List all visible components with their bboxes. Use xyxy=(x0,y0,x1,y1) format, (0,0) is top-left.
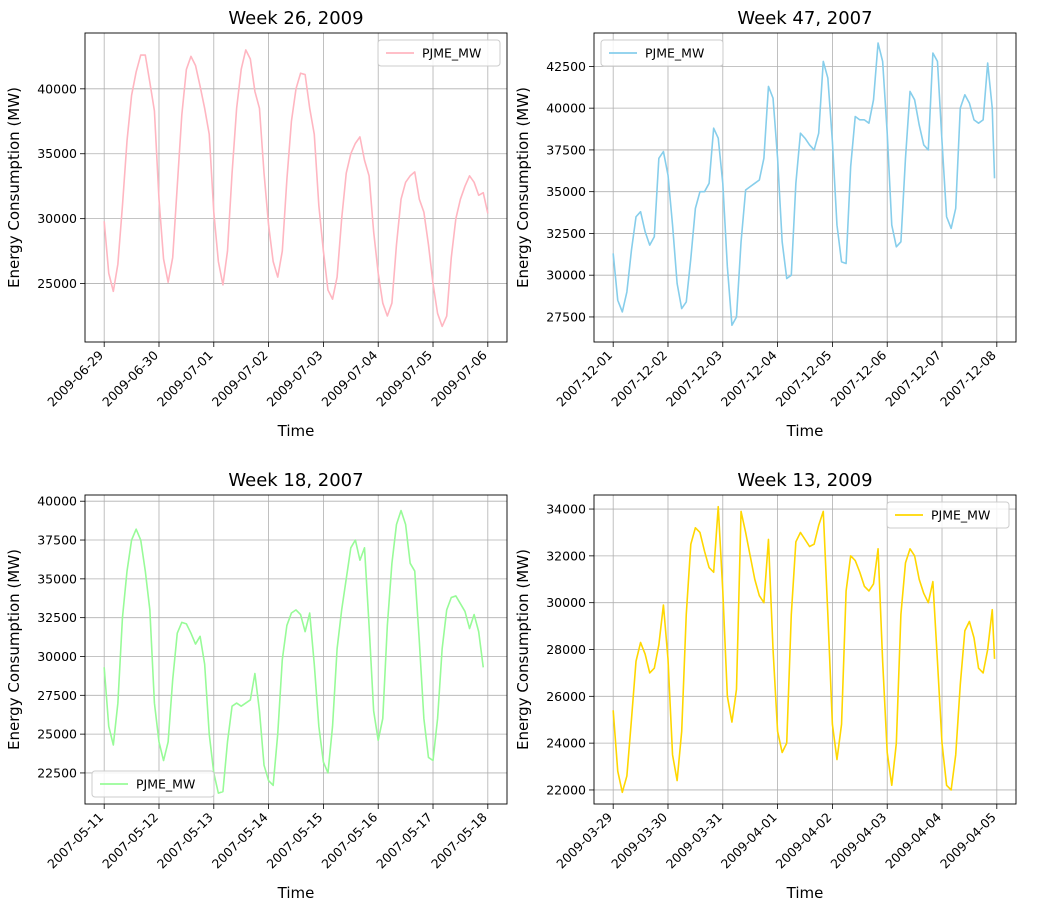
x-tick-label: 2007-05-17 xyxy=(373,810,435,872)
legend-label: PJME_MW xyxy=(931,508,990,523)
y-tick-label: 35000 xyxy=(37,571,77,586)
legend: PJME_MW xyxy=(91,770,215,798)
x-tick-label: 2007-05-13 xyxy=(154,810,216,872)
x-tick-label: 2009-03-31 xyxy=(663,810,725,872)
y-tick-label: 25000 xyxy=(37,276,77,291)
legend-label: PJME_MW xyxy=(136,777,195,792)
x-tick-label: 2007-05-16 xyxy=(318,809,380,871)
x-tick-label: 2007-12-07 xyxy=(882,348,944,410)
chart-title: Week 13, 2009 xyxy=(737,470,872,491)
y-tick-label: 28000 xyxy=(546,642,586,657)
y-tick-label: 40000 xyxy=(37,494,77,509)
x-tick-label: 2007-05-14 xyxy=(209,809,271,871)
series-line xyxy=(612,505,996,794)
x-tick-label: 2007-12-08 xyxy=(937,347,999,409)
x-tick-label: 2007-05-11 xyxy=(44,810,106,872)
y-tick-label: 35000 xyxy=(37,146,77,161)
series-line xyxy=(103,49,489,328)
y-tick-label: 37500 xyxy=(37,533,77,548)
subplot-2: 2007-12-012007-12-022007-12-032007-12-04… xyxy=(514,8,1017,440)
x-tick-label: 2007-12-06 xyxy=(827,347,889,409)
chart-title: Week 47, 2007 xyxy=(737,8,872,29)
x-tick-label: 2009-07-04 xyxy=(318,347,380,409)
y-tick-label: 30000 xyxy=(37,649,77,664)
y-tick-label: 22000 xyxy=(546,782,586,797)
series-line xyxy=(612,42,996,327)
y-tick-label: 40000 xyxy=(546,101,586,116)
y-axis-label: Energy Consumption (MW) xyxy=(5,87,23,288)
x-tick-label: 2009-04-05 xyxy=(937,810,999,872)
x-tick-label: 2007-12-01 xyxy=(553,348,615,410)
series-line xyxy=(103,509,485,794)
legend-box xyxy=(886,501,1010,529)
y-tick-label: 35000 xyxy=(546,184,586,199)
chart-title: Week 18, 2007 xyxy=(228,470,363,491)
x-tick-label: 2009-04-01 xyxy=(718,810,780,872)
y-tick-label: 30000 xyxy=(546,268,586,283)
chart-title: Week 26, 2009 xyxy=(228,8,363,29)
x-tick-label: 2009-07-06 xyxy=(428,347,490,409)
y-tick-label: 34000 xyxy=(546,502,586,517)
subplot-1: 2009-06-292009-06-302009-07-012009-07-02… xyxy=(5,8,508,440)
axes-frame xyxy=(593,32,1017,343)
y-tick-label: 27500 xyxy=(546,309,586,324)
x-tick-label: 2009-07-01 xyxy=(154,348,216,410)
y-tick-label: 24000 xyxy=(546,736,586,751)
x-tick-label: 2009-07-03 xyxy=(264,348,326,410)
axes-frame xyxy=(84,32,508,343)
x-tick-label: 2009-06-30 xyxy=(99,347,161,409)
x-tick-label: 2009-03-29 xyxy=(553,809,615,871)
x-tick-label: 2009-07-05 xyxy=(373,348,435,410)
legend-box xyxy=(600,39,724,67)
y-tick-label: 30000 xyxy=(37,211,77,226)
axes-frame xyxy=(84,494,508,805)
y-tick-label: 40000 xyxy=(37,81,77,96)
legend: PJME_MW xyxy=(377,39,501,67)
x-tick-label: 2007-12-05 xyxy=(773,348,835,410)
legend-label: PJME_MW xyxy=(422,46,481,61)
legend-box xyxy=(91,770,215,798)
y-tick-label: 32500 xyxy=(546,226,586,241)
y-tick-label: 32000 xyxy=(546,548,586,563)
legend: PJME_MW xyxy=(600,39,724,67)
y-tick-label: 27500 xyxy=(37,688,77,703)
y-tick-label: 25000 xyxy=(37,727,77,742)
legend-box xyxy=(377,39,501,67)
x-tick-label: 2009-03-30 xyxy=(608,809,670,871)
subplot-3: 2007-05-112007-05-122007-05-132007-05-14… xyxy=(5,470,508,902)
y-tick-label: 37500 xyxy=(546,142,586,157)
y-axis-label: Energy Consumption (MW) xyxy=(5,549,23,750)
subplot-4: 2009-03-292009-03-302009-03-312009-04-01… xyxy=(514,470,1017,902)
x-tick-label: 2009-04-02 xyxy=(773,810,835,872)
x-tick-label: 2007-05-12 xyxy=(99,810,161,872)
axes-frame xyxy=(593,494,1017,805)
y-axis-label: Energy Consumption (MW) xyxy=(514,549,532,750)
x-axis-label: Time xyxy=(786,422,824,440)
x-axis-label: Time xyxy=(277,422,315,440)
x-tick-label: 2009-07-02 xyxy=(209,348,271,410)
y-tick-label: 30000 xyxy=(546,595,586,610)
y-axis-label: Energy Consumption (MW) xyxy=(514,87,532,288)
x-tick-label: 2007-12-04 xyxy=(718,347,780,409)
x-tick-label: 2007-12-03 xyxy=(663,348,725,410)
x-axis-label: Time xyxy=(786,884,824,902)
x-axis-label: Time xyxy=(277,884,315,902)
x-tick-label: 2009-04-04 xyxy=(882,809,944,871)
x-tick-label: 2009-06-29 xyxy=(44,347,106,409)
x-tick-label: 2009-04-03 xyxy=(827,810,889,872)
x-tick-label: 2007-05-15 xyxy=(264,810,326,872)
legend-label: PJME_MW xyxy=(645,46,704,61)
y-tick-label: 42500 xyxy=(546,59,586,74)
x-tick-label: 2007-12-02 xyxy=(608,348,670,410)
y-tick-label: 26000 xyxy=(546,689,586,704)
y-tick-label: 32500 xyxy=(37,610,77,625)
x-tick-label: 2007-05-18 xyxy=(428,809,490,871)
y-tick-label: 22500 xyxy=(37,765,77,780)
legend: PJME_MW xyxy=(886,501,1010,529)
